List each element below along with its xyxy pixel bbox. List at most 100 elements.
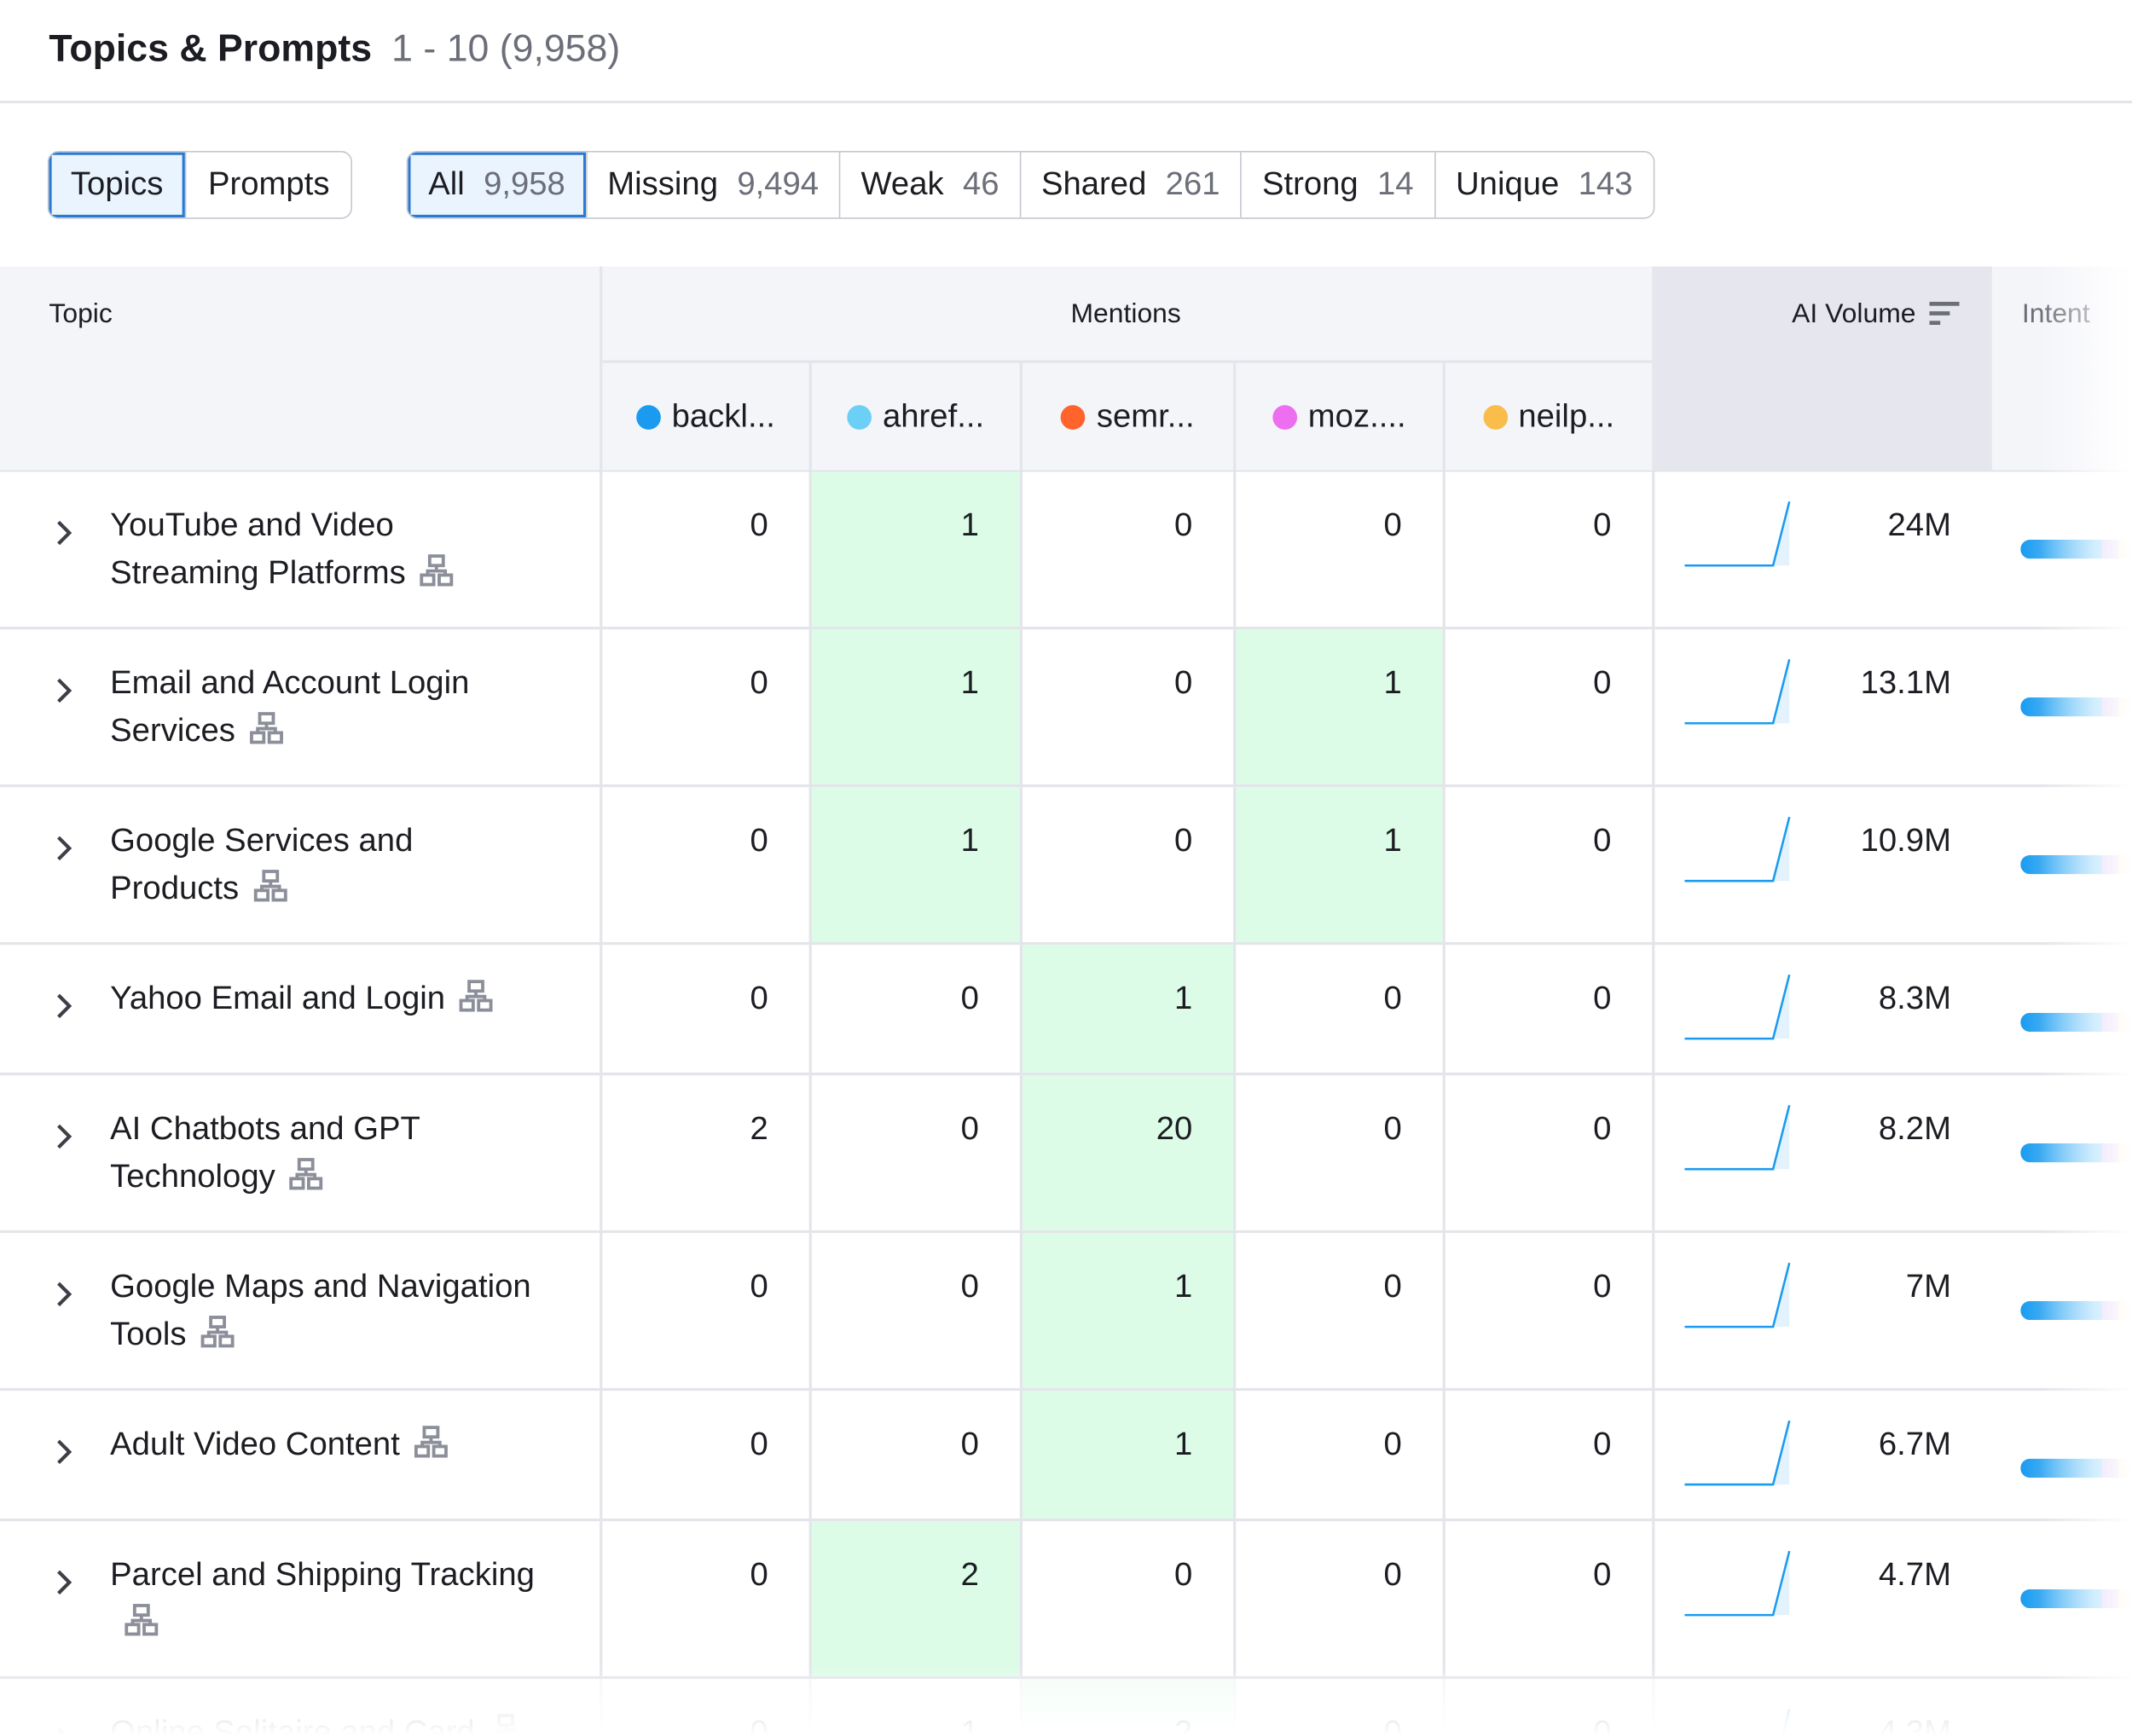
mention-count: 0 xyxy=(600,629,809,784)
topic-cell: Parcel and Shipping Tracking xyxy=(0,1521,600,1676)
topic-name: YouTube and Video Streaming Platforms xyxy=(110,506,406,592)
brand-dot xyxy=(1061,404,1086,430)
ai-volume: 13.1M xyxy=(1860,664,1951,702)
brand-header: backl... xyxy=(600,362,809,471)
mention-count: 20 xyxy=(1019,1075,1234,1230)
column-header[interactable]: AI Volume xyxy=(1652,298,1960,331)
filter-count: 9,494 xyxy=(737,165,820,203)
view-tab[interactable]: Topics xyxy=(49,152,185,218)
mention-count: 1 xyxy=(808,472,1020,628)
filter-count: 9,958 xyxy=(484,165,565,203)
brand-dot xyxy=(636,404,661,430)
filter-tab[interactable]: Shared 261 xyxy=(1019,152,1240,218)
column-header: Mentions xyxy=(1070,298,1181,329)
column-label: AI Volume xyxy=(1792,298,1916,329)
fade xyxy=(0,1665,2132,1736)
ai-volume: 8.2M xyxy=(1878,1110,1951,1148)
table-row: Adult Video Content 0 0 1 0 0 6.7M xyxy=(0,1391,2132,1522)
volume-cell: 8.2M xyxy=(1652,1075,1992,1230)
mention-count: 0 xyxy=(808,945,1020,1073)
table-row: Google Services and Products 0 1 0 1 0 10.9M xyxy=(0,787,2132,946)
expand-chevron[interactable] xyxy=(55,828,73,876)
expand-chevron[interactable] xyxy=(55,512,73,560)
ai-volume: 7M xyxy=(1905,1268,1951,1305)
mention-count: 0 xyxy=(600,472,809,628)
filter-tab[interactable]: Weak 46 xyxy=(838,152,1019,218)
view-tab[interactable]: Prompts xyxy=(184,152,351,218)
mention-count: 0 xyxy=(1442,1075,1653,1230)
mention-count: 1 xyxy=(1019,1233,1234,1388)
topic-name: Adult Video Content xyxy=(110,1426,400,1463)
mention-count: 0 xyxy=(1233,1391,1443,1519)
ai-volume: 4.7M xyxy=(1878,1556,1951,1594)
topic-structure-icon xyxy=(400,1426,449,1463)
mention-count: 0 xyxy=(808,1075,1020,1230)
expand-chevron[interactable] xyxy=(55,1562,73,1610)
ai-volume: 10.9M xyxy=(1860,822,1951,859)
filter-label: Weak xyxy=(860,165,944,203)
topic-structure-icon xyxy=(239,870,287,906)
filter-label: Shared xyxy=(1040,165,1147,203)
table-row: Parcel and Shipping Tracking 0 2 0 0 0 4.7M xyxy=(0,1521,2132,1680)
table-row: Email and Account Login Services 0 1 0 1 0 13.… xyxy=(0,629,2132,788)
topic-cell: Yahoo Email and Login xyxy=(0,945,600,1073)
topic-structure-icon xyxy=(186,1316,235,1352)
sorted-column-bg xyxy=(1652,266,1992,471)
mention-count: 0 xyxy=(600,1233,809,1388)
mention-count: 0 xyxy=(1233,945,1443,1073)
mention-count: 1 xyxy=(808,629,1020,784)
mention-count: 1 xyxy=(808,787,1020,942)
fade xyxy=(2039,266,2132,1736)
volume-cell: 6.7M xyxy=(1652,1391,1992,1519)
expand-chevron[interactable] xyxy=(55,670,73,718)
filter-tab[interactable]: Strong 14 xyxy=(1240,152,1434,218)
volume-cell: 10.9M xyxy=(1652,787,1992,942)
volume-cell: 8.3M xyxy=(1652,945,1992,1073)
filter-label: Unique xyxy=(1456,165,1560,203)
brand-header: neilp... xyxy=(1442,362,1653,471)
mention-count: 0 xyxy=(1019,472,1233,628)
filter-count: 14 xyxy=(1377,165,1414,203)
mention-count: 0 xyxy=(600,787,809,942)
mention-count: 0 xyxy=(1442,1233,1653,1388)
volume-cell: 13.1M xyxy=(1652,629,1992,784)
volume-cell: 4.7M xyxy=(1652,1521,1992,1676)
mention-count: 1 xyxy=(1233,629,1443,784)
range: 1 - 10 (9,958) xyxy=(391,26,621,70)
filter-tab[interactable]: Unique 143 xyxy=(1434,152,1654,218)
brand-name: backl... xyxy=(671,397,775,435)
ai-volume: 8.3M xyxy=(1878,980,1951,1017)
mention-count: 0 xyxy=(600,1521,809,1676)
topic-structure-icon xyxy=(110,1604,159,1641)
mention-count: 0 xyxy=(1233,1075,1443,1230)
volume-cell: 7M xyxy=(1652,1233,1992,1388)
filter-tab[interactable]: All 9,958 xyxy=(408,152,586,218)
mention-count: 0 xyxy=(1233,1521,1443,1676)
brand-header: moz.... xyxy=(1233,362,1443,471)
mention-count: 0 xyxy=(1442,1521,1653,1676)
expand-chevron[interactable] xyxy=(55,1274,73,1322)
mention-count: 0 xyxy=(1019,787,1233,942)
mention-count: 2 xyxy=(808,1521,1020,1676)
expand-chevron[interactable] xyxy=(55,1116,73,1164)
filter-tabs: All 9,958 Missing 9,494 Weak 46 Shared 261 Stron… xyxy=(406,150,1654,219)
view-tabs: Topics Prompts xyxy=(47,150,353,219)
expand-chevron[interactable] xyxy=(55,1432,73,1479)
mention-count: 0 xyxy=(1442,787,1653,942)
mention-count: 0 xyxy=(600,1391,809,1519)
table-row: AI Chatbots and GPT Technology 2 0 20 0 0 8.2M xyxy=(0,1075,2132,1234)
volume-cell: 24M xyxy=(1652,472,1992,628)
filter-count: 46 xyxy=(962,165,999,203)
mention-count: 0 xyxy=(1442,1391,1653,1519)
topic-name: Google Services and Products xyxy=(110,822,414,907)
expand-chevron[interactable] xyxy=(55,986,73,1033)
ai-volume: 6.7M xyxy=(1878,1426,1951,1463)
mention-count: 0 xyxy=(600,945,809,1073)
mention-count: 0 xyxy=(1233,1233,1443,1388)
divider xyxy=(0,100,2132,104)
page-title: Topics & Prompts xyxy=(49,26,373,70)
filter-tab[interactable]: Missing 9,494 xyxy=(585,152,839,218)
